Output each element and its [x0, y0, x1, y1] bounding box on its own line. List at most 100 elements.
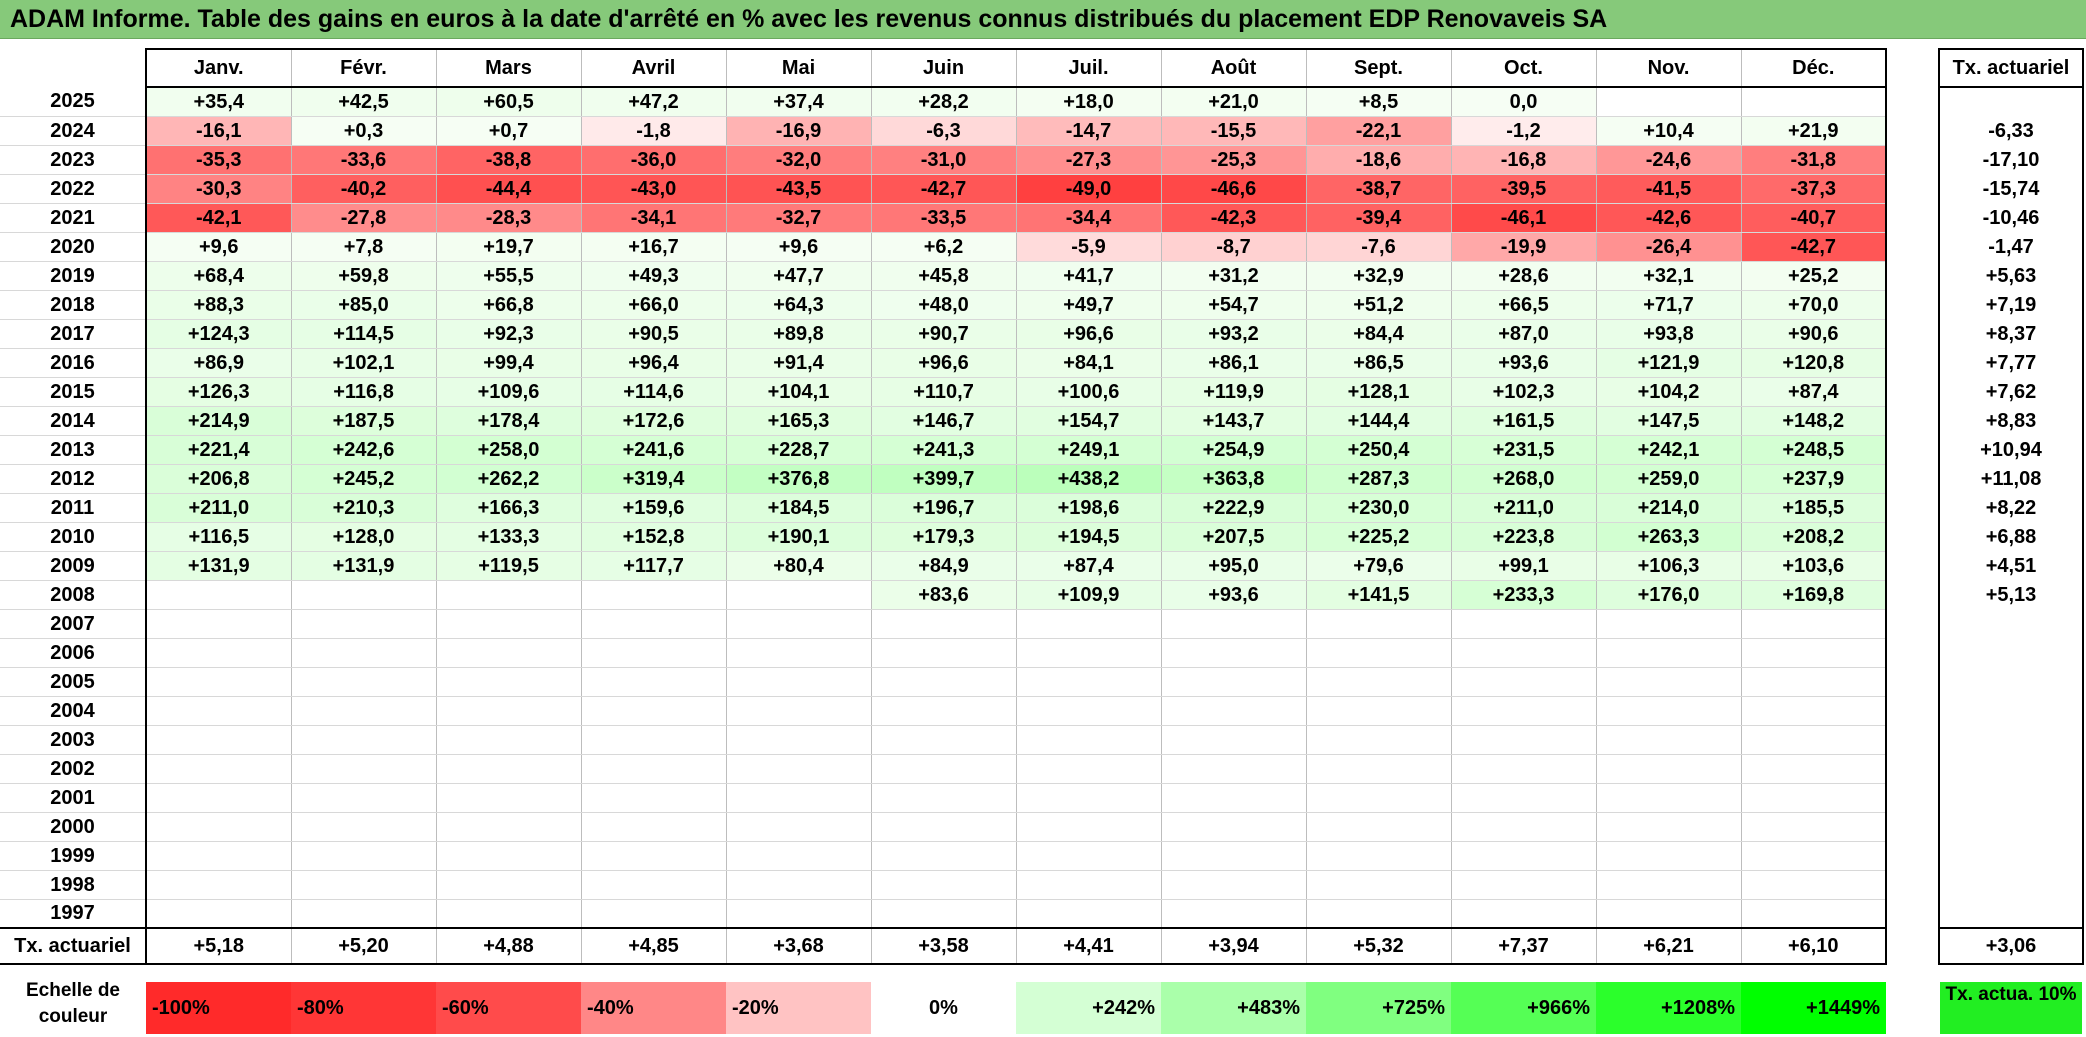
gain-cell: +0,3	[290, 116, 437, 146]
year-label: 2013	[0, 435, 146, 465]
actuarial-rate-cell: +11,08	[1938, 464, 2084, 493]
gain-cell: +25,2	[1740, 261, 1887, 291]
gain-cell	[1450, 696, 1597, 726]
gain-cell: +146,7	[870, 406, 1017, 436]
year-row: 2002	[0, 754, 1887, 784]
gain-cell: +250,4	[1305, 435, 1452, 465]
gain-cell: +187,5	[290, 406, 437, 436]
gain-cell: +102,3	[1450, 377, 1597, 407]
gain-cell	[1740, 696, 1887, 726]
gain-cell: +143,7	[1160, 406, 1307, 436]
actuarial-footer-row: +3,06	[1938, 927, 2084, 965]
gain-cell: +90,6	[1740, 319, 1887, 349]
month-header-row: Janv. Févr. Mars Avril Mai Juin Juil. Août Sept.…	[0, 48, 1887, 88]
gain-cell	[435, 783, 582, 813]
year-label: 2019	[0, 261, 146, 291]
year-row: 2024 -16,1 +0,3 +0,7 -1,8 -16,9 -6,3 -14,7 -15,5…	[0, 116, 1887, 146]
gain-cell: +87,4	[1740, 377, 1887, 407]
gain-cell	[870, 609, 1017, 639]
gain-cell: +249,1	[1015, 435, 1162, 465]
year-row: 2008 +83,6 +109,9 +93,6 +141,5 +233,3 +176,0 +1…	[0, 580, 1887, 610]
gain-cell: +165,3	[725, 406, 872, 436]
gain-cell	[1305, 841, 1452, 871]
year-label: 2003	[0, 725, 146, 755]
gain-cell	[1740, 667, 1887, 697]
gain-cell	[1595, 754, 1742, 784]
actuarial-row	[1938, 754, 2084, 783]
actuarial-row: +7,19	[1938, 290, 2084, 319]
gain-cell: -7,6	[1305, 232, 1452, 262]
gain-cell: +93,6	[1160, 580, 1307, 610]
gain-cell	[870, 638, 1017, 668]
gain-cell: +263,3	[1595, 522, 1742, 552]
gain-cell	[1595, 725, 1742, 755]
gain-cell	[1450, 870, 1597, 900]
gain-cell	[725, 725, 872, 755]
gain-cell	[1595, 87, 1742, 117]
gain-cell: +128,1	[1305, 377, 1452, 407]
gain-cell	[145, 870, 292, 900]
actuarial-rate-cell: +8,37	[1938, 319, 2084, 348]
gain-cell	[1015, 609, 1162, 639]
scale-swatch: +1208%	[1596, 982, 1741, 1034]
actuarial-row: +5,13	[1938, 580, 2084, 609]
month-header: Avril	[580, 48, 727, 88]
year-label: 2023	[0, 145, 146, 175]
gain-cell: -34,4	[1015, 203, 1162, 233]
actuarial-header: Tx. actuariel	[1938, 48, 2084, 88]
year-row: 2003	[0, 725, 1887, 755]
gain-cell: -39,5	[1450, 174, 1597, 204]
gain-cell: +223,8	[1450, 522, 1597, 552]
year-row: 2011 +211,0 +210,3 +166,3 +159,6 +184,5 +196,7…	[0, 493, 1887, 523]
footer-rate-cell: +3,58	[870, 927, 1017, 965]
gain-cell: -46,1	[1450, 203, 1597, 233]
gain-cell	[1740, 899, 1887, 929]
year-row: 2013 +221,4 +242,6 +258,0 +241,6 +228,7 +241,3…	[0, 435, 1887, 465]
gain-cell: +110,7	[870, 377, 1017, 407]
gain-cell: +319,4	[580, 464, 727, 494]
gain-cell: +221,4	[145, 435, 292, 465]
gain-cell: -34,1	[580, 203, 727, 233]
gain-cell	[435, 580, 582, 610]
gain-cell	[145, 725, 292, 755]
gain-cell: +147,5	[1595, 406, 1742, 436]
gain-cell: -31,8	[1740, 145, 1887, 175]
gain-cell: -40,2	[290, 174, 437, 204]
gain-cell	[1015, 667, 1162, 697]
footer-rate-cell: +6,10	[1740, 927, 1887, 965]
gain-cell: +90,7	[870, 319, 1017, 349]
actuarial-row	[1938, 725, 2084, 754]
gain-cell: +6,2	[870, 232, 1017, 262]
footer-rate-cell: +6,21	[1595, 927, 1742, 965]
green-rate-legend: Tx. actua. 10%	[1940, 982, 2082, 1034]
gain-cell	[870, 754, 1017, 784]
gain-cell	[870, 812, 1017, 842]
year-label: 2014	[0, 406, 146, 436]
gain-cell: +84,9	[870, 551, 1017, 581]
gain-cell	[435, 812, 582, 842]
year-label: 2001	[0, 783, 146, 813]
year-row: 2020 +9,6 +7,8 +19,7 +16,7 +9,6 +6,2 -5,9 -8,7 -7…	[0, 232, 1887, 262]
gain-cell: +287,3	[1305, 464, 1452, 494]
month-header: Nov.	[1595, 48, 1742, 88]
month-header: Févr.	[290, 48, 437, 88]
gain-cell	[725, 667, 872, 697]
gain-cell: -32,7	[725, 203, 872, 233]
gain-cell	[1450, 841, 1597, 871]
year-row: 2022 -30,3 -40,2 -44,4 -43,0 -43,5 -42,7 -49,0-…	[0, 174, 1887, 204]
gain-cell	[1740, 638, 1887, 668]
gain-cell: -28,3	[435, 203, 582, 233]
actuarial-row: +5,63	[1938, 261, 2084, 290]
gain-cell: -5,9	[1015, 232, 1162, 262]
actuarial-rate-cell	[1938, 638, 2084, 667]
gain-cell	[870, 899, 1017, 929]
gain-cell: +32,9	[1305, 261, 1452, 291]
actuarial-row: -1,47	[1938, 232, 2084, 261]
gain-cell: +21,9	[1740, 116, 1887, 146]
gain-cell: +131,9	[290, 551, 437, 581]
gain-cell: +106,3	[1595, 551, 1742, 581]
gain-cell: -6,3	[870, 116, 1017, 146]
gain-cell: +179,3	[870, 522, 1017, 552]
gain-cell	[1740, 725, 1887, 755]
gain-cell: +124,3	[145, 319, 292, 349]
